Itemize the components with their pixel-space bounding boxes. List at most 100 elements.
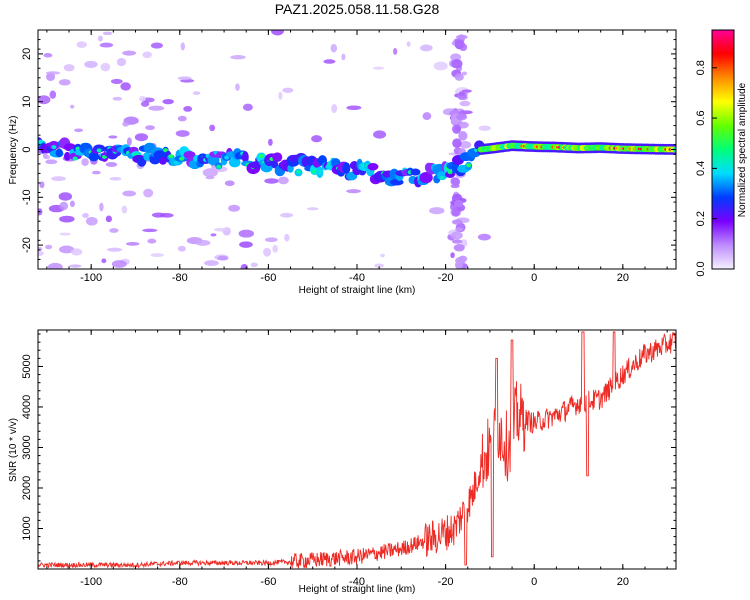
noise-blob (239, 241, 253, 248)
noise-blob (142, 51, 153, 59)
spectrogram-ridge (38, 137, 676, 188)
noise-blob (451, 231, 463, 240)
ridge-blob (216, 164, 222, 169)
noise-blob (306, 207, 319, 211)
ridge-blob (143, 151, 151, 161)
snr-series-line (38, 331, 676, 569)
snr-ylabel: SNR (10 * v/v) (8, 418, 19, 482)
noise-blob (109, 228, 119, 233)
noise-blob (126, 137, 132, 146)
noise-blob (373, 130, 387, 139)
ridge-blob (96, 148, 102, 153)
noise-blob (82, 212, 89, 219)
noise-blob (433, 61, 448, 71)
noise-blob (272, 244, 278, 253)
spec-ylabel: Frequency (Hz) (8, 116, 19, 185)
noise-blob (271, 30, 284, 36)
noise-blob (177, 76, 192, 81)
noise-blob (240, 263, 249, 269)
ridge-blob (311, 169, 317, 174)
colorbar-tick-label: 0.6 (695, 110, 707, 125)
noise-blob (452, 124, 461, 134)
spec-xtick-label: -20 (438, 272, 454, 284)
noise-blob (44, 154, 50, 160)
noise-blob (230, 55, 246, 60)
colorbar-tick-label: 0.8 (695, 60, 707, 75)
noise-blob (459, 100, 471, 107)
noise-blob (224, 180, 235, 187)
noise-blob (250, 262, 258, 268)
noise-blob (121, 205, 128, 214)
ridge-blob (51, 145, 57, 150)
ridge-blob (168, 154, 174, 159)
noise-blob (43, 53, 53, 58)
noise-blob (454, 199, 464, 208)
ridge-blob (436, 170, 448, 181)
noise-blob (102, 31, 113, 36)
snr-xtick-label: -60 (260, 576, 276, 588)
noise-blob (150, 42, 163, 49)
spec-xtick-label: -80 (172, 272, 188, 284)
noise-blob (420, 44, 433, 52)
ridge-blob (447, 170, 453, 175)
noise-blob (202, 168, 218, 178)
noise-blob (450, 252, 455, 259)
noise-blob (91, 170, 101, 175)
colorbar (711, 29, 735, 270)
noise-blob (183, 105, 193, 112)
ridge-blob (38, 139, 44, 144)
ridge-blob (367, 163, 379, 171)
noise-blob (284, 233, 290, 242)
noise-blob (192, 91, 201, 95)
noise-blob (45, 71, 61, 75)
noise-blob (204, 260, 219, 267)
noise-blob (209, 124, 216, 132)
noise-blob (177, 115, 187, 122)
noise-blob (125, 241, 140, 246)
noise-blob (280, 212, 294, 218)
noise-blob (458, 91, 465, 97)
noise-blob (45, 159, 58, 165)
noise-blob (122, 50, 137, 56)
noise-blob (81, 158, 89, 166)
noise-blob (111, 260, 127, 268)
noise-blob (151, 212, 166, 218)
noise-blob (454, 73, 464, 81)
ridge-blob (296, 169, 302, 174)
noise-blob (59, 201, 69, 211)
noise-blob (451, 207, 460, 217)
spec-xlabel: Height of straight line (km) (299, 285, 416, 296)
noise-blob (454, 39, 465, 50)
noise-blob (346, 189, 361, 194)
noise-blob (422, 112, 432, 120)
snr-ytick-label: 4000 (21, 395, 33, 419)
noise-blob (58, 245, 75, 254)
ridge-blob (173, 160, 179, 165)
noise-blob (450, 184, 460, 189)
noise-blob (228, 204, 240, 212)
ridge-blob (410, 168, 421, 176)
noise-blob (101, 258, 107, 264)
ridge-blob (466, 163, 472, 168)
noise-blob (177, 245, 186, 252)
noise-blob (147, 238, 157, 244)
noise-blob (373, 66, 385, 70)
chart-title: PAZ1.2025.058.11.58.G28 (275, 1, 440, 17)
noise-blob (429, 207, 445, 215)
noise-blob (450, 177, 460, 186)
spec-xtick-label: 0 (531, 272, 537, 284)
noise-blob (478, 125, 491, 131)
ridge-blob (439, 175, 445, 180)
noise-blob (205, 175, 215, 180)
noise-blob (331, 104, 338, 114)
spec-xtick-label: -100 (80, 272, 102, 284)
noise-blob (120, 82, 131, 91)
noise-blob (238, 229, 255, 238)
noise-blob (145, 125, 155, 131)
noise-blob (142, 228, 158, 233)
noise-blob (213, 227, 228, 232)
spec-ytick-label: -20 (21, 237, 33, 253)
colorbar-tick-label: 0.4 (695, 161, 707, 176)
ridge-blob (342, 162, 351, 174)
spec-xtick-label: -60 (260, 272, 276, 284)
